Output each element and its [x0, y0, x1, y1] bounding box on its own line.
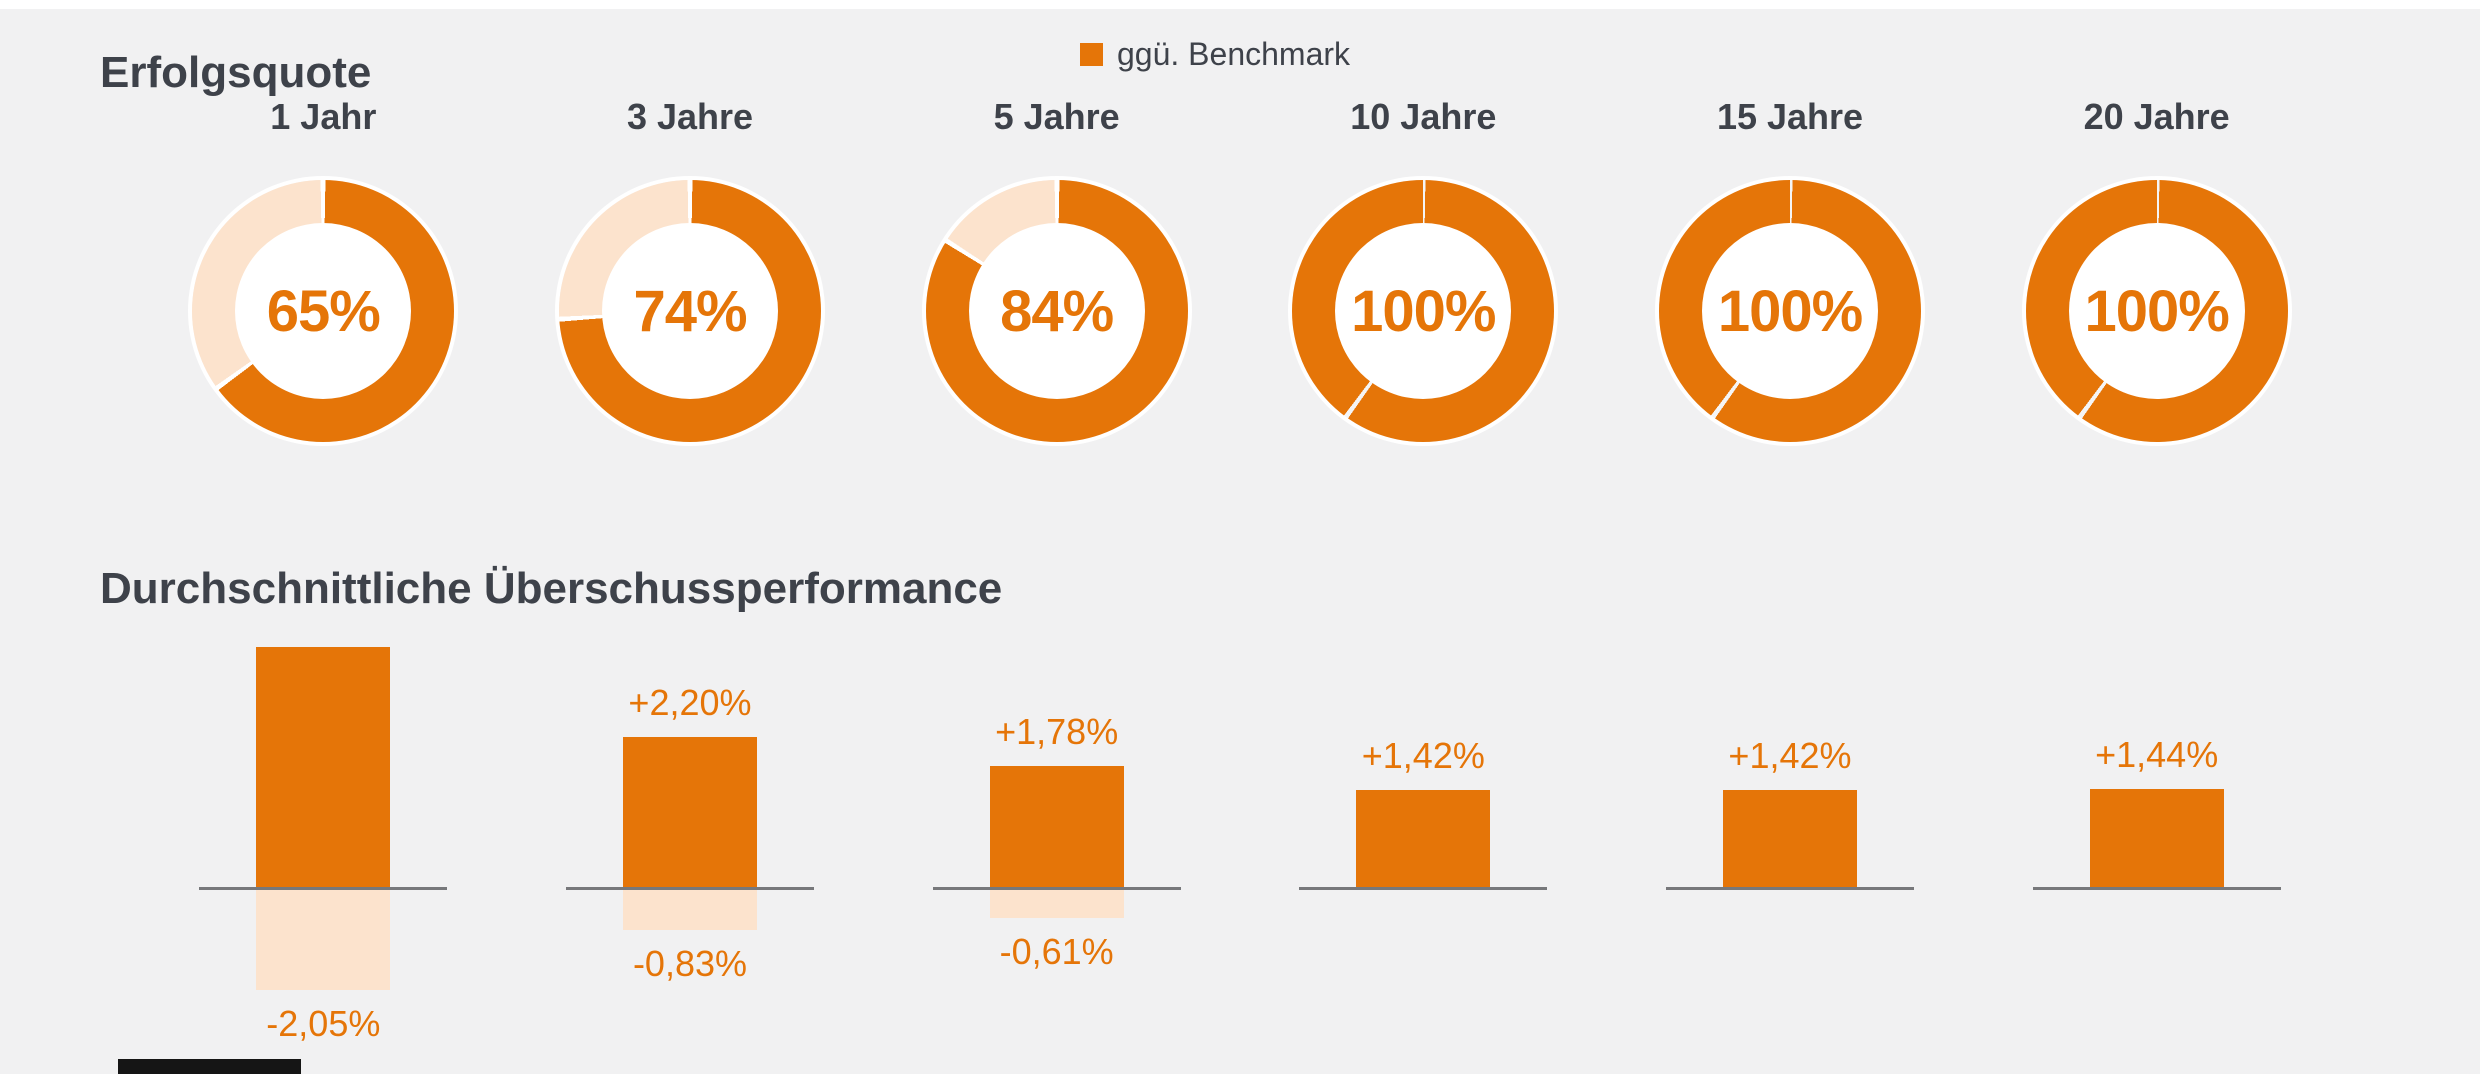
- negative-bar: [622, 889, 757, 930]
- donut-hole: 100%: [2068, 223, 2245, 399]
- donut-hole: 84%: [968, 223, 1145, 399]
- donut-value: 100%: [1717, 278, 1863, 344]
- donut-value: 65%: [266, 278, 381, 344]
- positive-bar: [2089, 789, 2224, 889]
- legend-label: ggü. Benchmark: [1117, 36, 1351, 72]
- donut-hole: 100%: [1701, 223, 1878, 399]
- bars-column: -2,05%: [140, 600, 507, 1074]
- donut-column: 15 Jahre 100%: [1607, 95, 1974, 442]
- positive-bar: [1722, 790, 1857, 889]
- donut-ring: 100%: [1292, 180, 1555, 442]
- donut-ring: 65%: [192, 180, 455, 442]
- positive-bar: [256, 647, 391, 889]
- period-label: 10 Jahre: [1350, 96, 1497, 137]
- axis-line: [1299, 887, 1548, 890]
- positive-value-label: +1,44%: [2095, 734, 2219, 775]
- donut-hole: 100%: [1335, 223, 1512, 399]
- legend-swatch-icon: [1080, 42, 1103, 66]
- donut-ring: 84%: [925, 180, 1188, 442]
- positive-bar: [989, 766, 1124, 889]
- negative-value-label: -0,83%: [632, 943, 748, 984]
- axis-line: [932, 887, 1181, 890]
- donut-hole: 65%: [235, 223, 412, 399]
- period-label: 15 Jahre: [1716, 96, 1864, 137]
- negative-bar: [989, 889, 1124, 918]
- donut-column: 3 Jahre 74%: [507, 95, 874, 442]
- period-label: 1 Jahr: [270, 96, 377, 137]
- excess-performance-bar-row: -2,05% +2,20% -0,83% +1,78% -0,61% +1,42…: [140, 600, 2340, 1074]
- success-rate-donut-row: 1 Jahr 65% 3 Jahre 74% 5 Jahre 84% 10 Ja…: [140, 95, 2340, 442]
- clipped-footer-fragment: [118, 1059, 301, 1074]
- bars-column: +1,44%: [1973, 600, 2340, 1074]
- donut-value: 100%: [1351, 278, 1496, 344]
- positive-value-label: +2,20%: [628, 682, 752, 723]
- positive-value-label: +1,42%: [1728, 735, 1852, 776]
- negative-value-label: -2,05%: [266, 1003, 381, 1044]
- donut-value: 84%: [1000, 278, 1114, 344]
- benchmark-legend: ggü. Benchmark: [1080, 36, 1350, 72]
- axis-line: [2032, 887, 2281, 890]
- bars-column: +1,42%: [1607, 600, 1974, 1074]
- bars-column: +1,42%: [1240, 600, 1607, 1074]
- donut-column: 1 Jahr 65%: [140, 95, 507, 442]
- donut-ring: 100%: [2025, 180, 2288, 442]
- donut-value: 74%: [633, 278, 747, 344]
- axis-line: [199, 887, 448, 890]
- top-white-strip: [0, 0, 2480, 9]
- success-rate-title: Erfolgsquote: [100, 47, 372, 97]
- donut-column: 10 Jahre 100%: [1240, 95, 1607, 442]
- axis-line: [565, 887, 814, 890]
- bars-column: +2,20% -0,83%: [507, 600, 874, 1074]
- donut-ring: 100%: [1658, 180, 1921, 442]
- positive-value-label: +1,78%: [995, 711, 1119, 752]
- donut-ring: 74%: [558, 180, 821, 442]
- positive-value-label: +1,42%: [1361, 735, 1485, 776]
- donut-column: 5 Jahre 84%: [873, 95, 1240, 442]
- donut-column: 20 Jahre 100%: [1973, 95, 2340, 442]
- excess-performance-title: Durchschnittliche Überschussperformance: [100, 563, 1003, 613]
- donut-value: 100%: [2084, 278, 2229, 344]
- period-label: 3 Jahre: [626, 96, 754, 137]
- negative-value-label: -0,61%: [999, 931, 1114, 972]
- period-label: 5 Jahre: [993, 96, 1120, 137]
- period-label: 20 Jahre: [2083, 96, 2230, 137]
- bars-column: +1,78% -0,61%: [873, 600, 1240, 1074]
- axis-line: [1665, 887, 1914, 890]
- negative-bar: [256, 889, 391, 990]
- positive-bar: [1356, 790, 1491, 889]
- donut-hole: 74%: [601, 223, 778, 399]
- positive-bar: [622, 737, 757, 889]
